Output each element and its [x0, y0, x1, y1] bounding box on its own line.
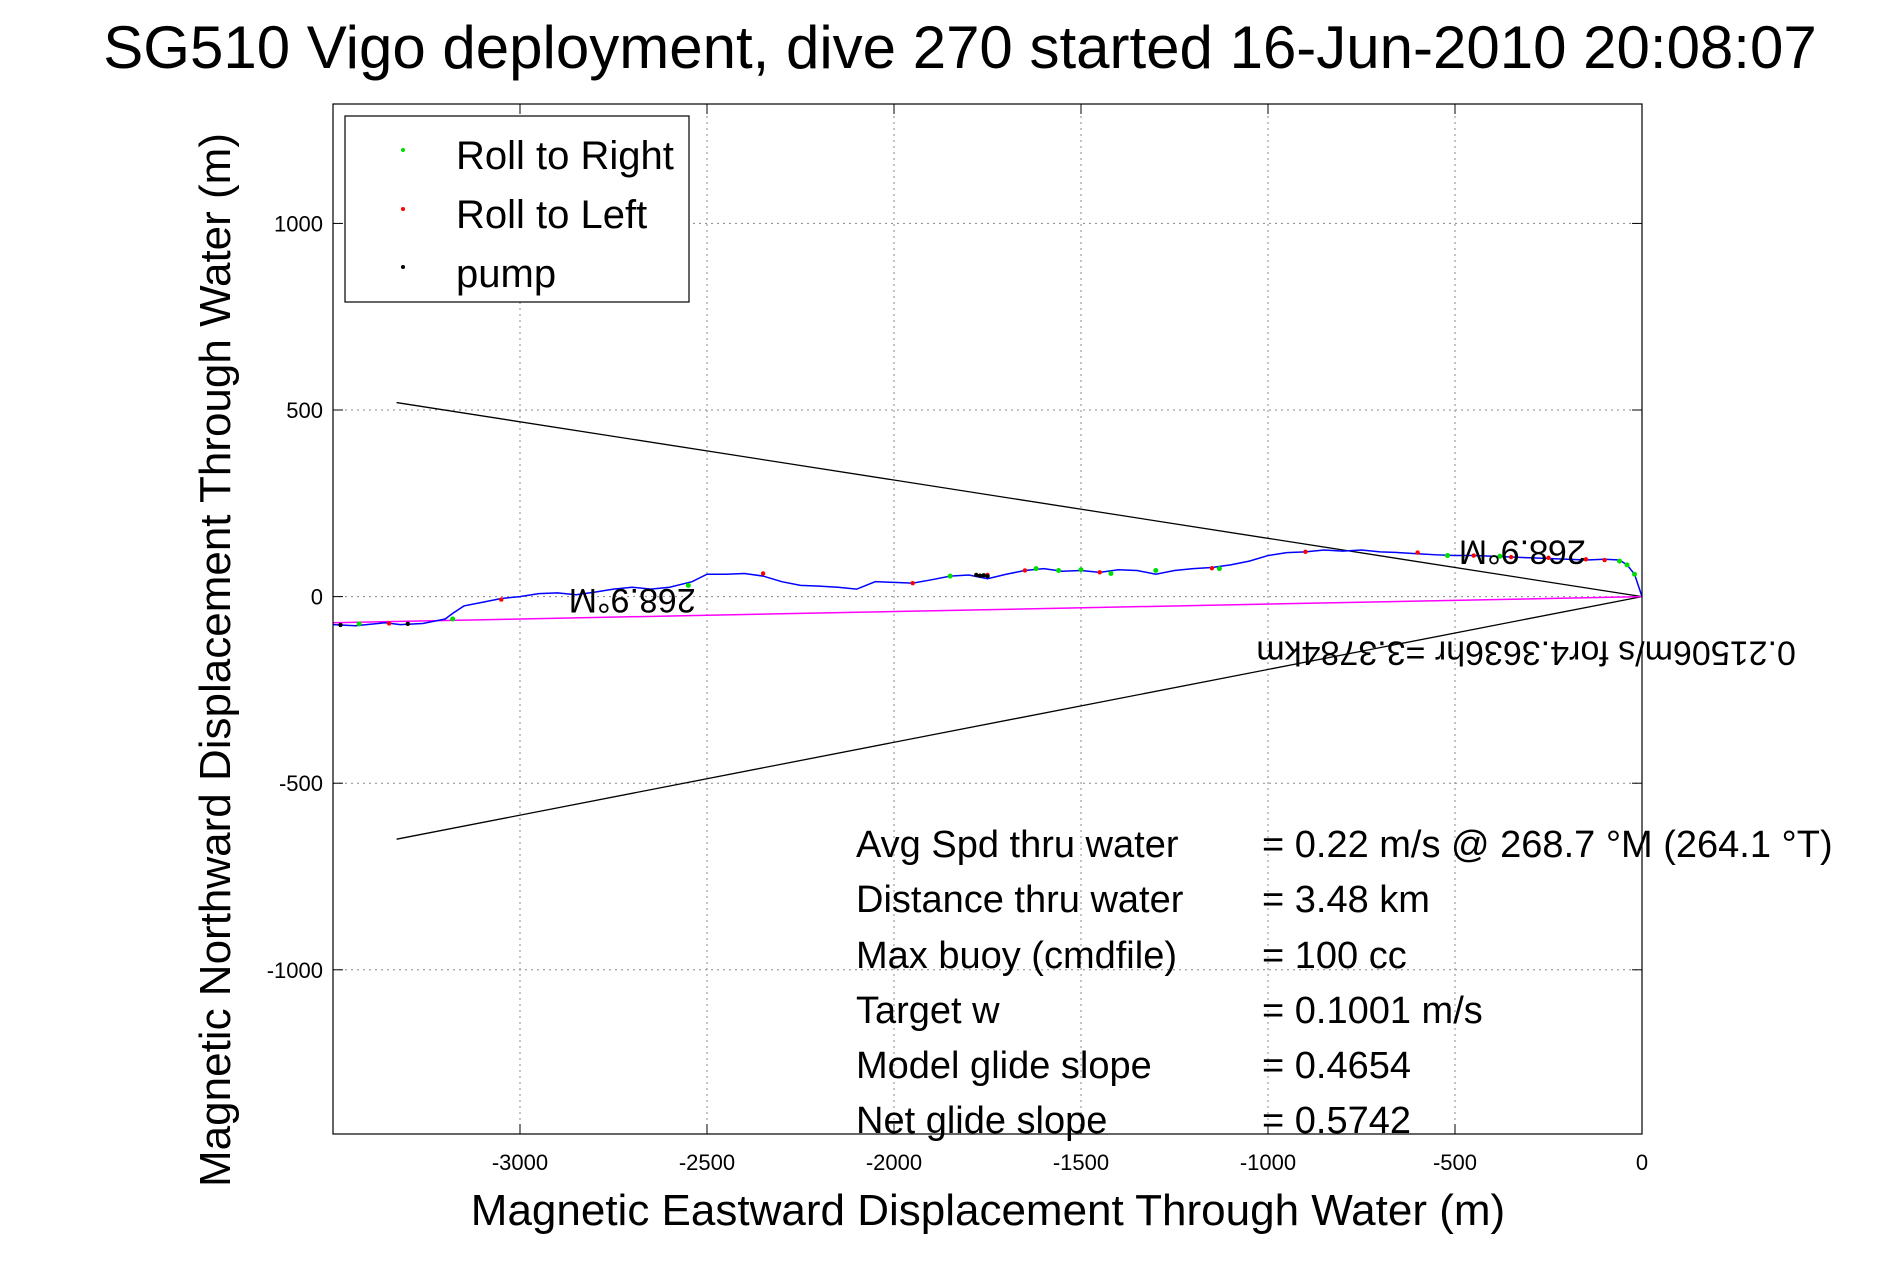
- stat-value-net-glide: = 0.5742: [1262, 1100, 1411, 1142]
- stat-label-max-buoy: Max buoy (cmdfile): [856, 935, 1177, 977]
- y-tick-label: 0: [311, 585, 323, 610]
- legend-label-roll-left: Roll to Left: [456, 193, 647, 237]
- chart-points: [338, 549, 1638, 628]
- stat-value-distance: = 3.48 km: [1262, 879, 1430, 921]
- stat-value-target-w: = 0.1001 m/s: [1262, 990, 1483, 1032]
- roll-left-point: [1602, 557, 1607, 563]
- chart-title: SG510 Vigo deployment, dive 270 started …: [103, 14, 1816, 81]
- y-tick-label: -500: [279, 771, 323, 796]
- x-tick-label: -1000: [1240, 1150, 1296, 1175]
- stat-value-max-buoy: = 100 cc: [1262, 935, 1407, 977]
- pump-point: [974, 572, 979, 578]
- stat-value-model-glide: = 0.4654: [1262, 1045, 1411, 1087]
- heading-cone-line: [396, 401, 1643, 598]
- stat-label-avg-speed: Avg Spd thru water: [856, 824, 1179, 866]
- roll-left-point: [1209, 566, 1215, 571]
- roll-right-point: [947, 573, 953, 579]
- x-tick-label: -2000: [866, 1150, 922, 1175]
- roll-left-point: [1508, 554, 1514, 560]
- plot-annotation: 268.9°M: [1459, 533, 1586, 571]
- pump-point: [405, 621, 410, 627]
- x-tick-label: 0: [1636, 1150, 1648, 1175]
- legend: Roll to Right Roll to Left pump: [344, 115, 690, 303]
- roll-right-point: [1624, 562, 1630, 568]
- legend-marker-roll-right: [401, 148, 405, 152]
- chart-lines: [332, 401, 1643, 840]
- y-tick-label: -1000: [267, 958, 323, 983]
- x-tick-label: -500: [1433, 1150, 1477, 1175]
- roll-left-point: [386, 621, 392, 626]
- y-axis-ticks: -1000 -500 0 500 1000: [267, 211, 1642, 983]
- roll-right-point: [1497, 553, 1503, 559]
- chart-annotations: 268.9°M 268.9°M 0.21506m/s for4.3636hr =3.…: [569, 533, 1796, 672]
- track-line: [332, 549, 1643, 627]
- current-vector-line: [332, 595, 1643, 624]
- roll-left-point: [1097, 570, 1102, 575]
- pump-point: [977, 573, 983, 578]
- roll-right-point: [1617, 558, 1623, 564]
- stat-label-distance: Distance thru water: [856, 879, 1184, 921]
- roll-left-point: [1303, 549, 1308, 555]
- x-tick-label: -2500: [679, 1150, 735, 1175]
- y-tick-label: 500: [286, 398, 323, 423]
- roll-left-point: [1583, 557, 1589, 562]
- roll-right-point: [1153, 567, 1159, 573]
- stat-label-model-glide: Model glide slope: [856, 1045, 1152, 1087]
- roll-left-point: [910, 580, 915, 586]
- roll-right-point: [450, 616, 456, 622]
- y-axis-label: Magnetic Northward Displacement Through …: [191, 133, 240, 1187]
- roll-right-point: [1632, 571, 1638, 577]
- x-axis-ticks: -3000 -2500 -2000 -1500 -1000 -500 0: [492, 104, 1648, 1175]
- roll-right-point: [1445, 553, 1451, 559]
- x-tick-label: -3000: [492, 1150, 548, 1175]
- roll-left-point: [499, 597, 504, 602]
- roll-left-point: [760, 571, 766, 576]
- roll-right-point: [1078, 567, 1084, 573]
- legend-label-pump: pump: [456, 252, 556, 296]
- pump-point: [338, 622, 343, 628]
- roll-right-point: [1108, 570, 1114, 576]
- stat-value-avg-speed: = 0.22 m/s @ 268.7 °M (264.1 °T): [1262, 824, 1833, 866]
- legend-marker-pump: [401, 265, 405, 269]
- roll-right-point: [1056, 567, 1062, 573]
- roll-left-point: [1471, 553, 1476, 558]
- roll-left-point: [1022, 568, 1028, 573]
- stat-label-target-w: Target w: [856, 990, 1000, 1032]
- plot-annotation: 268.9°M: [569, 581, 696, 619]
- roll-right-point: [1216, 566, 1222, 572]
- legend-marker-roll-left: [401, 207, 405, 211]
- stat-label-net-glide: Net glide slope: [856, 1100, 1107, 1142]
- roll-left-point: [1546, 555, 1551, 560]
- pump-point: [985, 573, 990, 579]
- legend-label-roll-right: Roll to Right: [456, 134, 674, 178]
- roll-right-point: [1033, 566, 1039, 572]
- roll-left-point: [1415, 550, 1420, 555]
- roll-right-point: [685, 582, 691, 588]
- y-tick-label: 1000: [274, 211, 323, 236]
- x-axis-label: Magnetic Eastward Displacement Through W…: [471, 1186, 1505, 1235]
- pump-point: [981, 573, 986, 578]
- heading-cone-line: [396, 595, 1643, 840]
- x-tick-label: -1500: [1053, 1150, 1109, 1175]
- plot-annotation: 0.21506m/s for4.3636hr =3.3784km: [1256, 633, 1796, 671]
- dive-stats: Avg Spd thru water = 0.22 m/s @ 268.7 °M…: [856, 824, 1833, 1142]
- roll-right-point: [356, 621, 362, 627]
- plot-border: [332, 103, 1643, 1135]
